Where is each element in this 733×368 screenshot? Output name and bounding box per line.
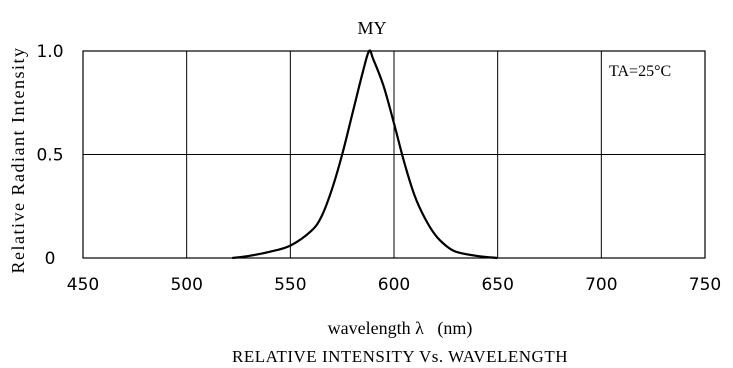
x-tick-label: 600	[378, 275, 410, 295]
plot-frame	[82, 50, 706, 259]
y-tick-label: 0	[45, 249, 56, 269]
series-line	[232, 49, 498, 260]
chart-caption: RELATIVE INTENSITY Vs. WAVELENGTH	[232, 347, 568, 366]
x-tick-label: 650	[481, 275, 513, 295]
x-tick-label: 450	[67, 275, 99, 295]
grid-lines	[83, 51, 705, 258]
y-tick-label: 1.0	[36, 42, 63, 62]
x-tick-label: 700	[585, 275, 617, 295]
y-tick-labels: 0 0.5 1.0	[36, 42, 63, 269]
x-tick-labels: 450 500 550 600 650 700 750	[67, 275, 721, 295]
y-tick-label: 0.5	[36, 146, 63, 166]
x-tick-label: 500	[170, 275, 202, 295]
y-axis-label: Relative Radiant Intensity	[8, 47, 28, 274]
x-tick-label: 550	[274, 275, 306, 295]
chart-title: MY	[357, 18, 386, 38]
temperature-annotation: TA=25°C	[609, 63, 671, 80]
x-axis-label: wavelength λ (nm)	[328, 318, 473, 339]
x-tick-label: 750	[689, 275, 721, 295]
